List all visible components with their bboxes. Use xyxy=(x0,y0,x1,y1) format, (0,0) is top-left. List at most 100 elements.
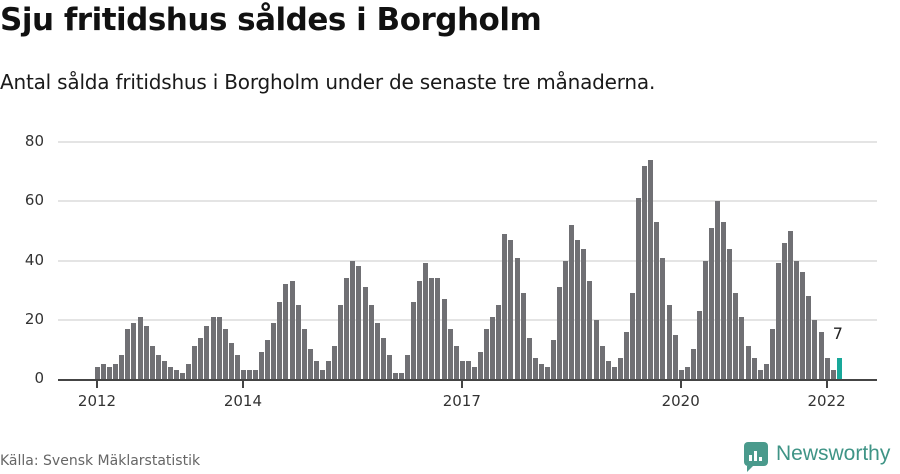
chart-subtitle: Antal sålda fritidshus i Borgholm under … xyxy=(0,70,656,94)
bar xyxy=(405,355,411,379)
bar xyxy=(496,304,502,379)
bar xyxy=(599,346,605,379)
bar xyxy=(514,257,520,379)
bar xyxy=(757,370,763,379)
bar xyxy=(775,263,781,379)
y-axis-label: 20 xyxy=(24,309,44,328)
x-axis-tick xyxy=(679,381,682,388)
bar xyxy=(137,316,143,379)
bar xyxy=(696,310,702,379)
brand-name: Newsworthy xyxy=(776,442,891,465)
bar xyxy=(222,328,228,379)
bar xyxy=(95,367,100,379)
y-axis-label: 40 xyxy=(24,250,44,269)
y-axis-label: 0 xyxy=(34,369,44,387)
bar xyxy=(818,331,824,379)
bar xyxy=(417,281,423,379)
bar xyxy=(739,316,745,379)
bar xyxy=(234,355,240,379)
x-axis-label: 2012 xyxy=(77,392,117,410)
bar xyxy=(368,304,374,379)
bar xyxy=(259,352,265,379)
y-axis-label: 80 xyxy=(24,132,44,150)
bar-chart-speech-bubble-icon xyxy=(744,442,768,472)
bar xyxy=(101,364,107,379)
bar xyxy=(830,370,836,379)
bar xyxy=(824,358,830,379)
bar xyxy=(484,328,490,379)
bar xyxy=(186,364,192,379)
bar xyxy=(654,221,660,379)
bar xyxy=(557,287,563,379)
bar xyxy=(192,346,198,379)
bar xyxy=(660,257,666,379)
bar xyxy=(253,370,259,379)
y-axis-label: 60 xyxy=(24,191,44,210)
bar xyxy=(411,301,417,379)
bar xyxy=(392,373,398,379)
bar xyxy=(429,278,435,379)
bar xyxy=(551,340,556,379)
x-axis-tick xyxy=(241,381,244,388)
bar xyxy=(630,293,636,379)
bar xyxy=(678,370,684,379)
bar xyxy=(666,304,672,379)
bar xyxy=(161,361,167,379)
bar xyxy=(399,373,404,379)
chart-title: Sju fritidshus såldes i Borgholm xyxy=(0,2,542,38)
bar xyxy=(617,358,623,379)
x-axis-label: 2017 xyxy=(442,392,481,410)
bar xyxy=(350,260,356,379)
value-annotation: 7 xyxy=(832,324,843,344)
bar xyxy=(794,260,800,379)
bar xyxy=(326,361,332,379)
bar xyxy=(216,316,222,379)
bar xyxy=(198,337,204,379)
bar xyxy=(690,349,696,379)
bar xyxy=(344,278,350,379)
bar xyxy=(435,278,441,379)
bar xyxy=(374,322,380,379)
bar xyxy=(465,361,471,379)
bar xyxy=(769,328,775,379)
bar xyxy=(642,165,648,379)
bar xyxy=(119,355,125,379)
bar xyxy=(605,361,611,379)
gridline xyxy=(58,141,877,143)
bar xyxy=(684,367,690,379)
bar xyxy=(593,319,599,379)
bar xyxy=(447,328,453,379)
bar xyxy=(319,370,325,379)
bar xyxy=(113,364,119,379)
gridline xyxy=(58,259,877,262)
bar xyxy=(289,281,295,379)
highlighted-bar xyxy=(836,358,842,379)
bar xyxy=(490,316,496,379)
bar xyxy=(313,361,319,379)
bar xyxy=(277,301,283,379)
bar xyxy=(247,370,252,379)
bar xyxy=(538,364,544,379)
bar xyxy=(587,281,593,379)
bar xyxy=(733,293,739,379)
bar-chart: 0 20 40 60 80 2012 2014 2017 2020 2022 7 xyxy=(0,120,900,420)
bar xyxy=(107,367,113,379)
bar xyxy=(228,343,234,379)
bar xyxy=(502,233,508,379)
bar xyxy=(271,322,277,379)
bar xyxy=(125,328,131,379)
x-axis-tick xyxy=(825,381,828,388)
bar xyxy=(155,355,161,379)
bar xyxy=(703,260,708,379)
bar xyxy=(301,328,307,379)
bar xyxy=(715,201,721,379)
bar xyxy=(478,352,484,379)
bar xyxy=(283,284,289,379)
bar xyxy=(721,221,727,379)
bar xyxy=(800,272,806,379)
bar xyxy=(806,296,812,379)
x-axis-label: 2020 xyxy=(661,392,700,410)
bar xyxy=(788,230,794,379)
bar xyxy=(581,248,587,379)
bar xyxy=(526,337,532,379)
